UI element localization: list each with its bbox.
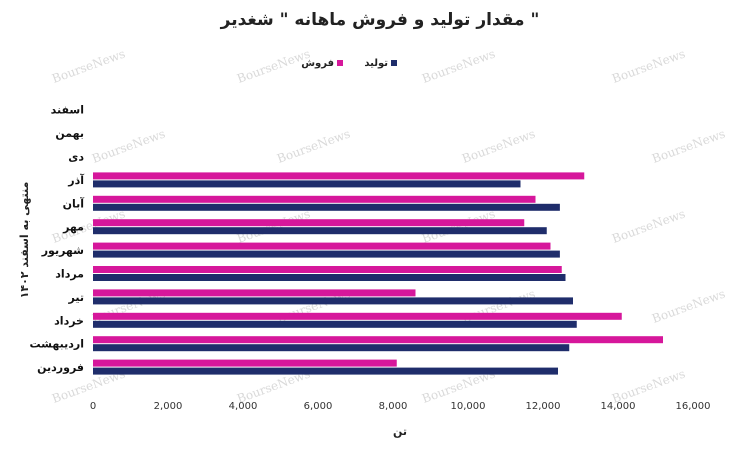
watermark-text: BourseNews <box>50 47 127 86</box>
x-tick-label: 2,000 <box>154 401 183 412</box>
x-tick-label: 10,000 <box>451 401 486 412</box>
category-label: اسفند <box>51 104 84 117</box>
bar-tolid <box>93 297 573 305</box>
bar-tolid <box>93 180 521 188</box>
watermark-layer: BourseNews BourseNews BourseNews BourseNews… <box>50 47 727 406</box>
legend: تولید فروش <box>301 58 397 69</box>
watermark-text: BourseNews <box>610 207 687 246</box>
watermark-text: BourseNews <box>460 287 537 326</box>
watermark-text: BourseNews <box>90 127 167 166</box>
category-label: شهریور <box>41 244 84 257</box>
x-axis-title: تن <box>393 425 407 438</box>
watermark-text: BourseNews <box>610 47 687 86</box>
category-label: تیر <box>68 291 84 304</box>
category-label: اردیبهشت <box>30 338 84 351</box>
watermark-text: BourseNews <box>460 127 537 166</box>
watermark-text: BourseNews <box>235 207 312 246</box>
watermark-text: BourseNews <box>420 47 497 86</box>
bar-forush <box>93 219 525 227</box>
legend-swatch-forush <box>337 60 343 66</box>
x-tick-label: 8,000 <box>379 401 408 412</box>
category-label: بهمن <box>55 127 84 140</box>
category-label: دی <box>68 151 84 164</box>
bar-tolid <box>93 227 547 235</box>
bar-tolid <box>93 320 577 328</box>
bar-forush <box>93 312 622 320</box>
watermark-text: BourseNews <box>50 207 127 246</box>
x-tick-label: 6,000 <box>304 401 333 412</box>
chart-title: مقدار تولید و فروش ماهانه " شغدیر " <box>220 10 540 30</box>
bar-tolid <box>93 203 560 211</box>
bar-forush <box>93 289 416 297</box>
x-tick-label: 16,000 <box>676 401 711 412</box>
bar-tolid <box>93 274 566 281</box>
bar-forush <box>93 266 562 273</box>
bar-tolid <box>93 367 558 375</box>
bar-tolid <box>93 250 560 258</box>
x-tick-label: 14,000 <box>601 401 636 412</box>
x-tick-label: 0 <box>90 401 96 412</box>
bar-forush <box>93 359 397 367</box>
bar-forush <box>93 195 536 203</box>
category-label: آبان <box>63 196 85 210</box>
category-label: مهر <box>62 221 84 234</box>
category-labels: فروردین اردیبهشت خرداد تیر مرداد شهریور مهر آبا… <box>30 104 85 374</box>
watermark-text: BourseNews <box>650 287 727 326</box>
category-label: مرداد <box>55 268 84 281</box>
bar-forush <box>93 242 551 250</box>
x-tick-labels: 0 2,000 4,000 6,000 8,000 10,000 12,000 14,000 1… <box>90 401 711 412</box>
legend-label-forush: فروش <box>301 58 334 69</box>
y-axis-title: منتهی به اسفند ۱۴۰۲ <box>18 182 31 299</box>
bar-forush <box>93 336 663 344</box>
watermark-text: BourseNews <box>420 207 497 246</box>
watermark-text: BourseNews <box>650 127 727 166</box>
category-label: آذر <box>67 173 84 187</box>
bars-group <box>93 172 663 375</box>
bar-tolid <box>93 344 570 352</box>
bar-forush <box>93 172 585 180</box>
legend-label-tolid: تولید <box>364 58 388 69</box>
x-tick-label: 4,000 <box>229 401 258 412</box>
category-label: فروردین <box>37 361 84 374</box>
watermark-text: BourseNews <box>275 127 352 166</box>
category-label: خرداد <box>54 314 84 327</box>
x-tick-label: 12,000 <box>526 401 561 412</box>
legend-swatch-tolid <box>391 60 397 66</box>
